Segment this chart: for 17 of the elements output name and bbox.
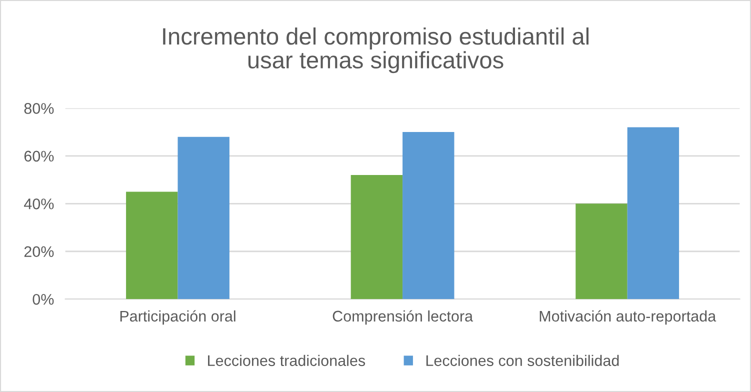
x-tick-label: Participación oral: [120, 310, 236, 325]
bar: [178, 136, 230, 300]
y-tick-label: 0%: [32, 294, 54, 305]
bar: [350, 175, 403, 300]
legend-label: Lecciones tradicionales: [208, 354, 366, 366]
bar: [402, 132, 454, 300]
bar: [126, 192, 178, 300]
legend-label: Lecciones con sostenibilidad: [426, 354, 619, 366]
x-tick-label: Motivación auto-reportada: [540, 310, 716, 325]
y-tick-label: 60%: [24, 150, 54, 162]
y-tick-label: 40%: [24, 198, 54, 210]
chart-title: Incremento del compromiso estudiantil al usar temas significativos: [163, 27, 589, 74]
bar: [627, 127, 680, 300]
y-tick-label: 20%: [24, 246, 54, 258]
y-tick-label: 80%: [24, 103, 54, 114]
bar: [576, 204, 628, 300]
x-tick-label: Comprensión lectora: [332, 310, 474, 325]
